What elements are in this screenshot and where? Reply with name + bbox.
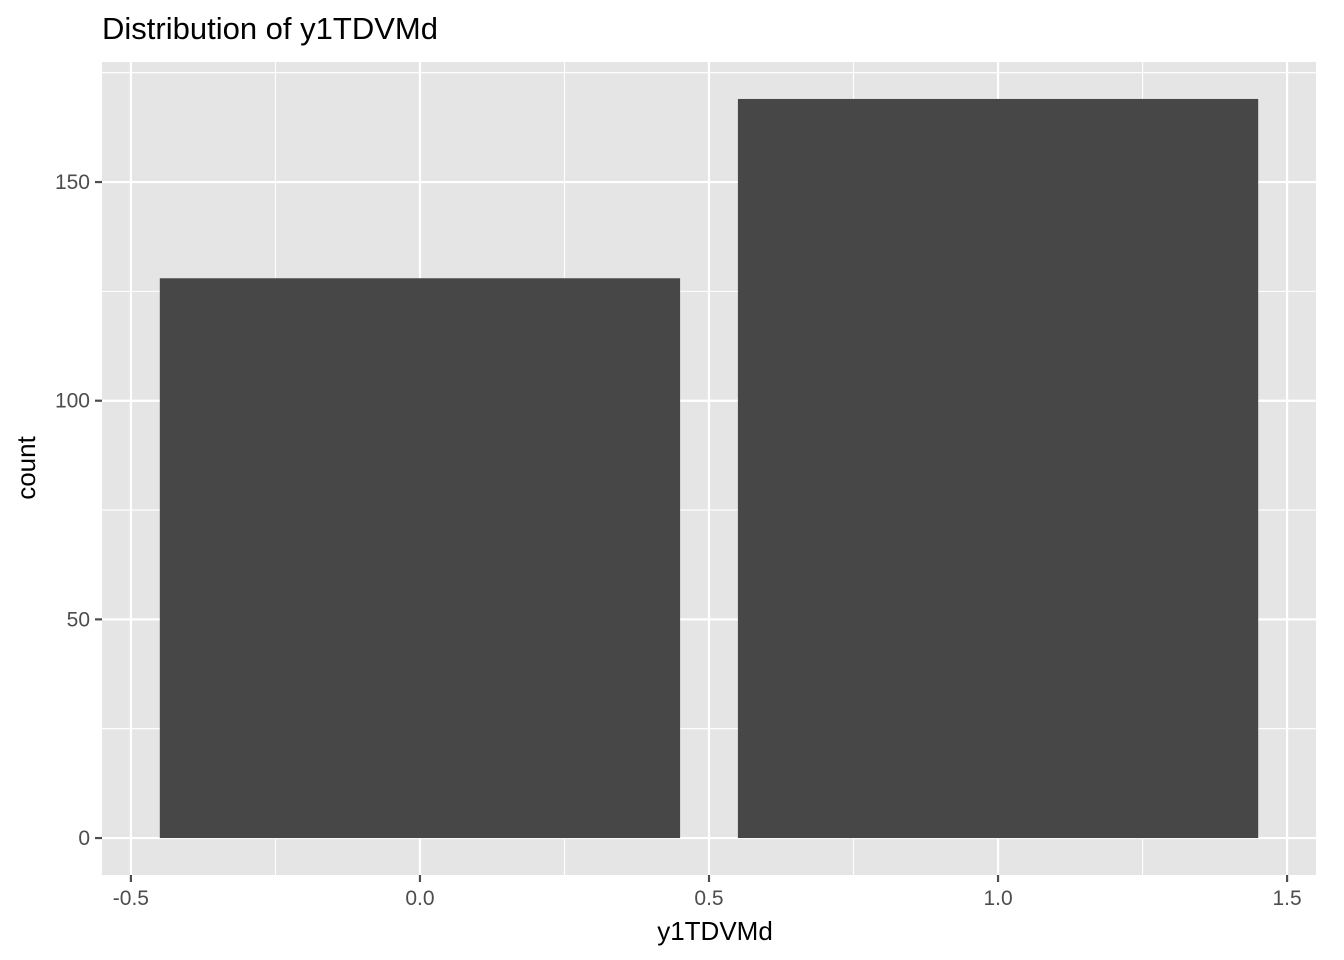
- x-tick-label: 1.0: [983, 887, 1012, 910]
- y-axis-title: count: [11, 435, 41, 499]
- bars: [159, 98, 1259, 839]
- x-axis-title: y1TDVMd: [657, 916, 773, 946]
- x-tick-label: 0.0: [405, 887, 434, 910]
- x-tick-label: 1.5: [1272, 887, 1301, 910]
- y-tick-label: 50: [67, 608, 90, 631]
- y-tick-label: 0: [78, 827, 90, 850]
- y-axis: 0 50 100 150: [55, 171, 102, 850]
- x-tick-label: -0.5: [113, 887, 149, 910]
- bar-0: [159, 278, 681, 839]
- x-axis: -0.5 0.0 0.5 1.0 1.5: [113, 875, 1302, 910]
- bar-1: [737, 98, 1259, 839]
- y-tick-label: 150: [55, 171, 90, 194]
- chart-title: Distribution of y1TDVMd: [102, 11, 438, 46]
- x-tick-label: 0.5: [694, 887, 723, 910]
- y-tick-label: 100: [55, 390, 90, 413]
